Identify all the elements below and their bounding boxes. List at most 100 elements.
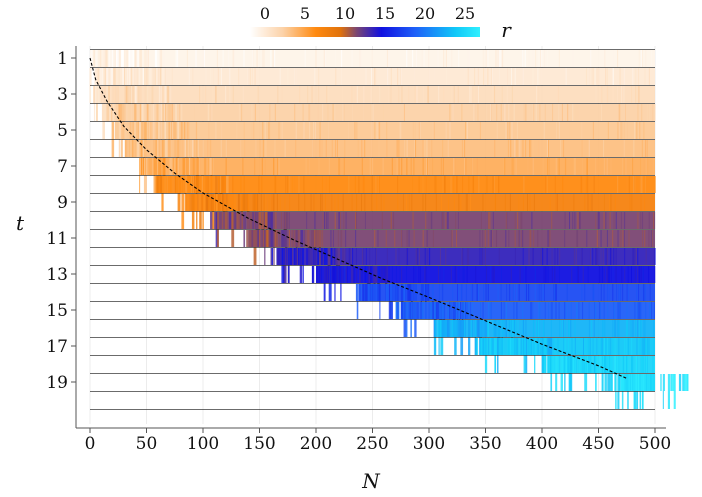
heatmap-streak: [640, 194, 642, 211]
heatmap-streak: [632, 248, 634, 265]
heatmap-streak: [193, 176, 195, 193]
heatmap-streak: [569, 122, 571, 139]
heatmap-streak: [585, 176, 587, 193]
heatmap-streak: [322, 212, 324, 229]
heatmap-streak: [418, 266, 420, 283]
heatmap-streak: [638, 50, 640, 67]
x-tick-label: 250: [356, 434, 388, 454]
heatmap-streak: [258, 212, 261, 229]
heatmap-streak: [518, 338, 520, 355]
heatmap-streak: [317, 104, 319, 121]
heatmap-streak: [401, 230, 403, 247]
heatmap-streak: [364, 212, 366, 229]
heatmap-streak: [617, 50, 619, 67]
heatmap-streak: [379, 284, 381, 301]
heatmap-streak: [603, 212, 605, 229]
heatmap-streak: [639, 302, 641, 319]
heatmap-streak: [322, 230, 324, 247]
heatmap-streak: [552, 104, 554, 121]
heatmap-streak: [455, 302, 458, 319]
heatmap-streak: [626, 176, 628, 193]
heatmap-streak: [458, 194, 460, 211]
heatmap-streak: [567, 104, 569, 121]
heatmap-streak: [447, 212, 449, 229]
heatmap-streak: [356, 68, 358, 85]
x-tick-label: 400: [526, 434, 558, 454]
heatmap-streak: [331, 194, 333, 211]
heatmap-streak: [285, 248, 289, 265]
heatmap-streak: [205, 158, 208, 175]
heatmap-streak: [579, 356, 581, 373]
colorbar-tick-label: 10: [335, 4, 355, 23]
heatmap-streak: [622, 374, 624, 391]
heatmap-streak: [282, 230, 286, 247]
heatmap-streak: [209, 68, 211, 85]
y-tick-label: 13: [46, 265, 68, 285]
heatmap-streak: [616, 86, 618, 103]
heatmap-streak: [588, 140, 590, 157]
heatmap-streak: [423, 284, 426, 301]
heatmap-streak: [325, 212, 327, 229]
heatmap-streak: [637, 320, 639, 337]
heatmap-streak: [265, 194, 267, 211]
heatmap-streak: [350, 248, 352, 265]
heatmap-streak: [125, 50, 127, 67]
heatmap-streak: [182, 140, 184, 157]
heatmap-streak: [612, 266, 614, 283]
heatmap-streak: [622, 230, 624, 247]
heatmap-streak: [546, 176, 548, 193]
heatmap-streak: [495, 320, 497, 337]
heatmap-streak: [603, 140, 605, 157]
heatmap-streak: [542, 248, 544, 265]
heatmap-streak: [532, 248, 534, 265]
heatmap-streak: [564, 320, 566, 337]
heatmap-streak: [226, 176, 228, 193]
heatmap-streak: [118, 50, 121, 67]
heatmap-streak: [407, 284, 411, 301]
heatmap-streak: [486, 266, 488, 283]
heatmap-streak: [107, 86, 110, 103]
heatmap-streak: [317, 230, 319, 247]
heatmap-streak: [399, 122, 401, 139]
heatmap-streak: [272, 50, 274, 67]
heatmap-streak: [653, 356, 655, 373]
heatmap-streak: [549, 194, 551, 211]
heatmap-streak: [481, 248, 483, 265]
heatmap-streak: [496, 104, 498, 121]
heatmap-streak: [396, 158, 398, 175]
heatmap-streak: [613, 356, 615, 373]
tick-labels: 0 50 100 150 200 250 300 350 400 450 5001357911131…: [46, 49, 671, 454]
heatmap-streak: [206, 176, 208, 193]
heatmap-streak: [470, 302, 472, 319]
heatmap-streak: [281, 122, 283, 139]
heatmap-streak: [321, 176, 323, 193]
heatmap-streak: [125, 86, 128, 103]
colorbar-swatch: [250, 27, 480, 37]
heatmap-streak: [540, 68, 542, 85]
heatmap-streak: [422, 140, 424, 157]
heatmap-streak: [187, 122, 189, 139]
heatmap-streak: [414, 86, 416, 103]
heatmap-streak: [277, 86, 279, 103]
heatmap-streak: [207, 194, 210, 211]
heatmap-streak: [306, 248, 308, 265]
heatmap-streak: [645, 302, 647, 319]
heatmap-streak: [640, 302, 642, 319]
heatmap-streak: [270, 50, 272, 67]
heatmap-streak: [270, 212, 272, 229]
heatmap-streak: [487, 50, 489, 67]
heatmap-streak: [335, 266, 337, 283]
x-axis-label: N: [361, 469, 381, 493]
heatmap-streak: [471, 86, 473, 103]
heatmap-cell-row-t13: [316, 266, 655, 283]
heatmap-streak: [243, 122, 245, 139]
heatmap-streak: [629, 194, 631, 211]
heatmap-streak: [171, 68, 173, 85]
heatmap-streak: [246, 194, 248, 211]
heatmap-streak: [588, 356, 590, 373]
heatmap-cell-row-t4: [105, 104, 655, 121]
heatmap-streak: [406, 194, 408, 211]
heatmap-streak: [250, 212, 252, 229]
heatmap-streak: [150, 122, 152, 139]
heatmap-streak: [641, 176, 643, 193]
